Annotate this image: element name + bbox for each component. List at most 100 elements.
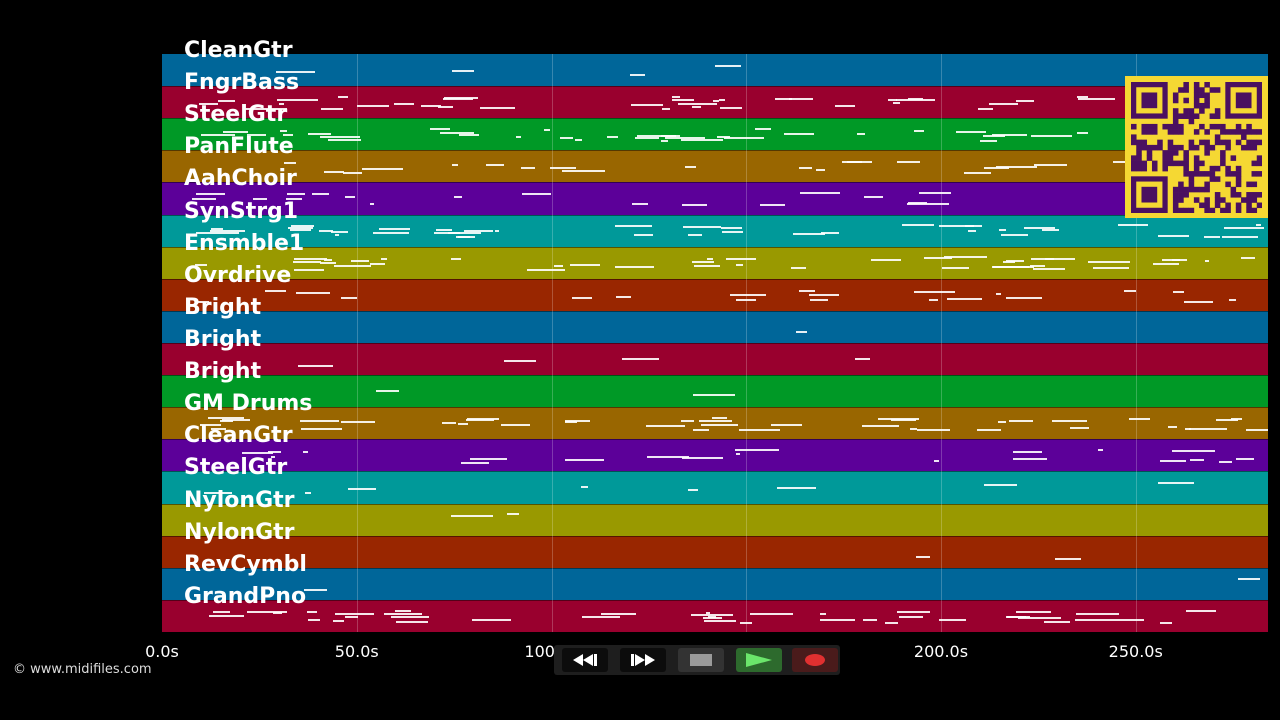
track-label: SteelGtr: [184, 455, 288, 481]
note-mark: [437, 105, 454, 108]
note-mark: [396, 621, 429, 624]
note-mark: [330, 230, 348, 233]
note-mark: [864, 195, 883, 198]
note-mark: [1087, 261, 1130, 264]
note-mark: [1055, 557, 1082, 560]
note-mark: [340, 421, 375, 424]
note-mark: [195, 232, 240, 235]
note-mark: [721, 231, 744, 234]
record-button[interactable]: [792, 648, 838, 672]
note-mark: [211, 427, 226, 430]
note-mark: [549, 167, 576, 170]
note-mark: [1237, 577, 1261, 580]
note-mark: [699, 420, 733, 423]
track-lane: [162, 471, 1268, 504]
note-mark: [280, 130, 288, 133]
note-mark: [565, 458, 605, 461]
note-mark: [678, 103, 718, 106]
note-mark: [442, 421, 456, 424]
note-mark: [303, 451, 308, 454]
note-mark: [759, 204, 785, 207]
note-mark: [307, 619, 321, 622]
note-mark: [297, 364, 333, 367]
note-mark: [1007, 616, 1031, 619]
note-mark: [855, 358, 870, 361]
note-mark: [692, 105, 702, 108]
note-mark: [252, 198, 267, 201]
note-mark: [429, 128, 450, 131]
note-mark: [661, 140, 669, 143]
note-mark: [342, 171, 362, 174]
note-mark: [447, 232, 481, 235]
piano-roll: [162, 54, 1268, 632]
note-mark: [471, 618, 512, 621]
note-mark: [467, 418, 499, 421]
track-lane: [162, 567, 1268, 600]
note-mark: [286, 197, 303, 200]
note-mark: [963, 172, 992, 175]
play-icon: [746, 653, 772, 667]
note-mark: [375, 390, 400, 392]
note-mark: [361, 167, 403, 170]
note-mark: [208, 417, 244, 420]
note-mark: [896, 610, 930, 613]
note-mark: [887, 98, 898, 101]
note-mark: [308, 133, 332, 136]
note-mark: [245, 108, 287, 111]
note-mark: [301, 428, 342, 431]
note-mark: [486, 164, 505, 167]
rewind-button[interactable]: [562, 648, 608, 672]
note-mark: [208, 614, 244, 617]
note-mark: [771, 423, 803, 426]
track-label: SynStrg1: [184, 198, 299, 224]
note-mark: [979, 139, 998, 142]
note-mark: [712, 100, 720, 103]
note-mark: [393, 102, 415, 105]
note-mark: [703, 616, 722, 619]
note-mark: [968, 230, 977, 232]
qr-code-icon: [1125, 76, 1268, 218]
note-mark: [1118, 224, 1149, 227]
note-mark: [221, 418, 251, 421]
note-mark: [220, 420, 233, 423]
track-lane: [162, 503, 1268, 536]
note-mark: [1190, 458, 1205, 461]
track-label: Bright: [184, 294, 262, 320]
note-mark: [1235, 458, 1255, 461]
note-mark: [370, 262, 386, 265]
track-label: NylonGtr: [184, 519, 295, 545]
track-label: Ovrdrive: [184, 262, 292, 288]
note-mark: [614, 225, 653, 228]
note-mark: [1034, 163, 1067, 166]
note-mark: [204, 491, 232, 494]
note-mark: [283, 161, 297, 164]
note-mark: [570, 263, 601, 266]
fast-forward-button[interactable]: [620, 648, 666, 672]
track-lane: [162, 439, 1268, 472]
note-mark: [863, 619, 877, 622]
note-mark: [327, 138, 361, 141]
note-mark: [192, 197, 216, 200]
play-button[interactable]: [736, 648, 782, 672]
note-mark: [1188, 428, 1227, 431]
rewind-icon: [573, 654, 597, 666]
note-mark: [834, 105, 855, 108]
note-mark: [1077, 132, 1089, 135]
track-label: NylonGtr: [184, 487, 295, 513]
note-mark: [276, 98, 318, 101]
note-mark: [1128, 417, 1151, 420]
note-mark: [527, 268, 565, 271]
stop-button[interactable]: [678, 648, 724, 672]
note-mark: [433, 232, 461, 235]
note-mark: [913, 290, 955, 293]
note-mark: [672, 99, 695, 102]
note-mark: [288, 227, 314, 230]
note-mark: [247, 611, 287, 614]
note-mark: [775, 97, 793, 100]
note-mark: [1069, 426, 1090, 429]
note-mark: [942, 266, 969, 269]
note-mark: [373, 231, 410, 234]
note-mark: [795, 331, 808, 334]
note-mark: [1044, 257, 1055, 260]
note-mark: [1256, 224, 1262, 227]
